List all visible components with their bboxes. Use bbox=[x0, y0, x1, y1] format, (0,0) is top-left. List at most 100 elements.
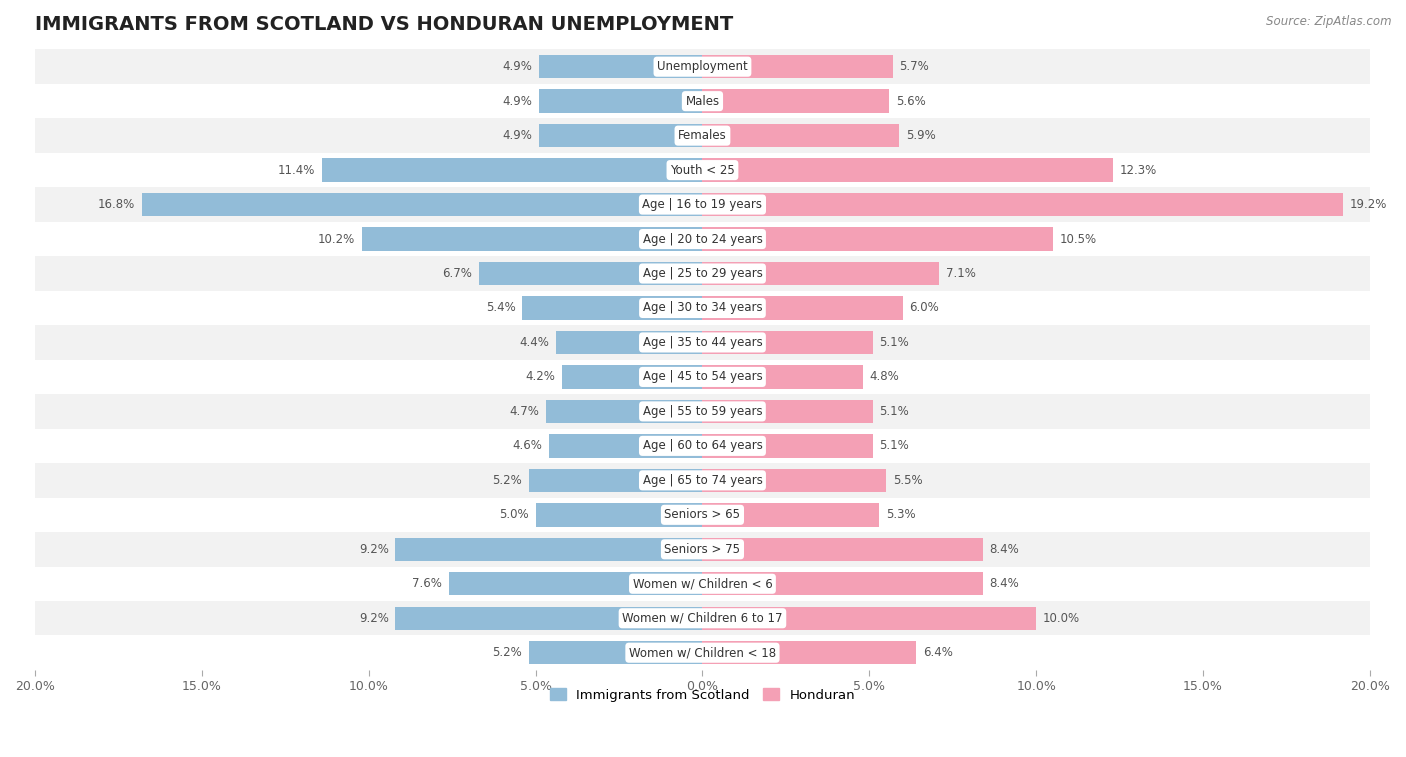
Text: Age | 35 to 44 years: Age | 35 to 44 years bbox=[643, 336, 762, 349]
Bar bbox=[703, 55, 893, 79]
Bar bbox=[703, 537, 983, 561]
Bar bbox=[703, 158, 1114, 182]
Text: 11.4%: 11.4% bbox=[278, 164, 315, 176]
Bar bbox=[35, 497, 1369, 532]
Bar bbox=[35, 463, 1369, 497]
Text: Unemployment: Unemployment bbox=[657, 60, 748, 73]
Bar bbox=[35, 532, 1369, 566]
Bar bbox=[35, 394, 1369, 428]
Text: 5.2%: 5.2% bbox=[492, 646, 522, 659]
Text: 5.2%: 5.2% bbox=[492, 474, 522, 487]
Bar bbox=[35, 360, 1369, 394]
Bar bbox=[538, 89, 703, 113]
Text: 12.3%: 12.3% bbox=[1119, 164, 1157, 176]
Text: Youth < 25: Youth < 25 bbox=[671, 164, 735, 176]
Bar bbox=[522, 296, 703, 319]
Bar bbox=[555, 331, 703, 354]
Bar bbox=[35, 291, 1369, 326]
Text: 4.4%: 4.4% bbox=[519, 336, 548, 349]
Bar bbox=[395, 537, 703, 561]
Bar bbox=[703, 606, 1036, 630]
Bar bbox=[35, 222, 1369, 257]
Bar bbox=[322, 158, 703, 182]
Text: 7.6%: 7.6% bbox=[412, 578, 441, 590]
Text: 5.4%: 5.4% bbox=[486, 301, 516, 314]
Bar bbox=[538, 124, 703, 148]
Text: Age | 25 to 29 years: Age | 25 to 29 years bbox=[643, 267, 762, 280]
Text: 6.4%: 6.4% bbox=[922, 646, 953, 659]
Text: Age | 30 to 34 years: Age | 30 to 34 years bbox=[643, 301, 762, 314]
Text: Age | 55 to 59 years: Age | 55 to 59 years bbox=[643, 405, 762, 418]
Text: Women w/ Children < 6: Women w/ Children < 6 bbox=[633, 578, 772, 590]
Text: 5.6%: 5.6% bbox=[896, 95, 925, 107]
Legend: Immigrants from Scotland, Honduran: Immigrants from Scotland, Honduran bbox=[544, 683, 860, 707]
Bar bbox=[548, 435, 703, 457]
Bar bbox=[703, 193, 1343, 217]
Text: 5.7%: 5.7% bbox=[900, 60, 929, 73]
Text: Seniors > 65: Seniors > 65 bbox=[665, 508, 741, 522]
Bar bbox=[395, 606, 703, 630]
Text: 5.3%: 5.3% bbox=[886, 508, 915, 522]
Bar bbox=[538, 55, 703, 79]
Bar bbox=[703, 89, 890, 113]
Text: 4.7%: 4.7% bbox=[509, 405, 538, 418]
Text: 6.0%: 6.0% bbox=[910, 301, 939, 314]
Text: Age | 65 to 74 years: Age | 65 to 74 years bbox=[643, 474, 762, 487]
Text: Age | 20 to 24 years: Age | 20 to 24 years bbox=[643, 232, 762, 245]
Bar bbox=[35, 326, 1369, 360]
Text: 10.2%: 10.2% bbox=[318, 232, 356, 245]
Text: Seniors > 75: Seniors > 75 bbox=[665, 543, 741, 556]
Text: 5.1%: 5.1% bbox=[879, 405, 910, 418]
Bar bbox=[536, 503, 703, 527]
Text: 9.2%: 9.2% bbox=[359, 543, 388, 556]
Bar bbox=[562, 365, 703, 388]
Text: 9.2%: 9.2% bbox=[359, 612, 388, 625]
Text: 16.8%: 16.8% bbox=[98, 198, 135, 211]
Text: Males: Males bbox=[685, 95, 720, 107]
Text: 10.5%: 10.5% bbox=[1060, 232, 1097, 245]
Text: Age | 60 to 64 years: Age | 60 to 64 years bbox=[643, 439, 762, 453]
Bar bbox=[142, 193, 703, 217]
Text: 4.9%: 4.9% bbox=[502, 60, 533, 73]
Bar bbox=[35, 428, 1369, 463]
Bar bbox=[35, 635, 1369, 670]
Bar bbox=[479, 262, 703, 285]
Text: Women w/ Children 6 to 17: Women w/ Children 6 to 17 bbox=[623, 612, 783, 625]
Text: Source: ZipAtlas.com: Source: ZipAtlas.com bbox=[1267, 15, 1392, 28]
Text: 4.8%: 4.8% bbox=[869, 370, 898, 384]
Bar bbox=[703, 262, 939, 285]
Text: 4.9%: 4.9% bbox=[502, 95, 533, 107]
Text: IMMIGRANTS FROM SCOTLAND VS HONDURAN UNEMPLOYMENT: IMMIGRANTS FROM SCOTLAND VS HONDURAN UNE… bbox=[35, 15, 733, 34]
Bar bbox=[703, 572, 983, 596]
Text: 4.6%: 4.6% bbox=[512, 439, 543, 453]
Bar bbox=[703, 400, 873, 423]
Text: 5.1%: 5.1% bbox=[879, 439, 910, 453]
Bar bbox=[35, 153, 1369, 187]
Text: 8.4%: 8.4% bbox=[990, 543, 1019, 556]
Text: 4.9%: 4.9% bbox=[502, 129, 533, 142]
Text: Age | 45 to 54 years: Age | 45 to 54 years bbox=[643, 370, 762, 384]
Text: Females: Females bbox=[678, 129, 727, 142]
Bar bbox=[35, 187, 1369, 222]
Bar bbox=[703, 296, 903, 319]
Text: Women w/ Children < 18: Women w/ Children < 18 bbox=[628, 646, 776, 659]
Bar bbox=[703, 331, 873, 354]
Bar bbox=[703, 227, 1053, 251]
Text: 6.7%: 6.7% bbox=[443, 267, 472, 280]
Bar bbox=[703, 435, 873, 457]
Bar bbox=[529, 641, 703, 665]
Bar bbox=[35, 118, 1369, 153]
Bar bbox=[703, 365, 863, 388]
Text: 5.1%: 5.1% bbox=[879, 336, 910, 349]
Bar bbox=[703, 641, 917, 665]
Bar bbox=[703, 124, 900, 148]
Text: 4.2%: 4.2% bbox=[526, 370, 555, 384]
Text: 5.5%: 5.5% bbox=[893, 474, 922, 487]
Bar bbox=[35, 601, 1369, 635]
Bar bbox=[703, 469, 886, 492]
Text: 10.0%: 10.0% bbox=[1043, 612, 1080, 625]
Bar bbox=[703, 503, 879, 527]
Text: 7.1%: 7.1% bbox=[946, 267, 976, 280]
Text: Age | 16 to 19 years: Age | 16 to 19 years bbox=[643, 198, 762, 211]
Text: 8.4%: 8.4% bbox=[990, 578, 1019, 590]
